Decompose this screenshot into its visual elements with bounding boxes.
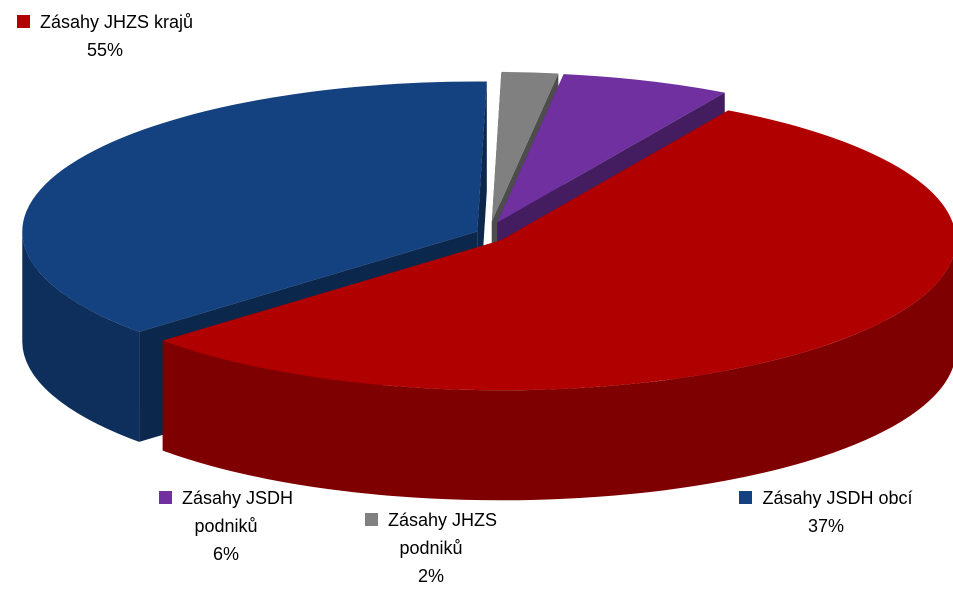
label-swatch (158, 491, 172, 504)
label-swatch (16, 15, 30, 28)
slice-side (22, 231, 140, 442)
data-label: Zásahy JSDH obcí 37% (706, 484, 946, 540)
value-label: 2% (417, 566, 444, 586)
value-label: 37% (807, 516, 845, 536)
value-label: 55% (86, 40, 124, 60)
data-label: Zásahy JHZS podniků 2% (336, 506, 526, 590)
category-label: Zásahy JSDH podniků (181, 488, 294, 536)
data-label: Zásahy JHZS krajů 55% (10, 8, 200, 64)
data-label: Zásahy JSDH podniků 6% (138, 484, 314, 568)
label-swatch (364, 513, 378, 526)
label-swatch (739, 491, 753, 504)
category-label: Zásahy JHZS podniků (387, 510, 498, 558)
value-label: 6% (212, 544, 239, 564)
slice-top (497, 74, 725, 223)
slice-top (491, 71, 559, 222)
category-label: Zásahy JHZS krajů (39, 12, 194, 32)
category-label: Zásahy JSDH obcí (762, 488, 913, 508)
slice-side (162, 257, 953, 501)
slice-top (22, 81, 487, 332)
slice (162, 110, 953, 501)
slice-top (162, 110, 953, 391)
